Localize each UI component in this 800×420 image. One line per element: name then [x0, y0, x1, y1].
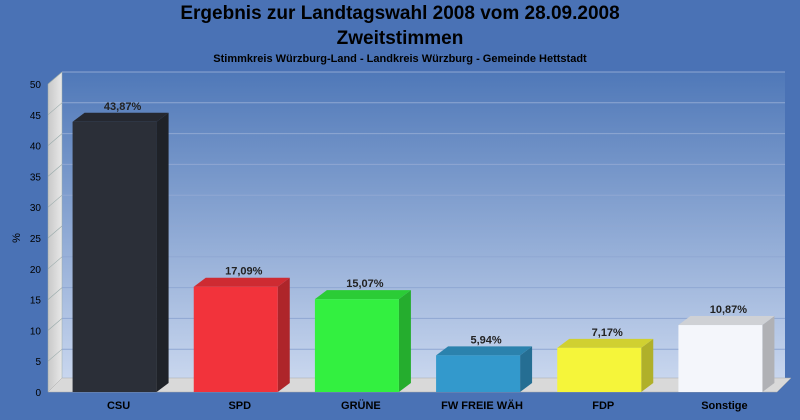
bar-top: [314, 290, 411, 300]
x-tick-label: FW FREIE WÄH: [441, 399, 523, 412]
bar-side: [156, 112, 169, 392]
bar-top: [557, 338, 654, 348]
bar-top: [72, 112, 169, 122]
bar-top: [436, 346, 533, 356]
gridline-side: [47, 225, 63, 239]
x-tick-label: FDP: [592, 400, 614, 412]
gridline-side: [47, 256, 63, 270]
y-tick-label: 0: [35, 388, 41, 399]
gridline-side: [47, 102, 63, 116]
chart-title: Ergebnis zur Landtagswahl 2008 vom 28.09…: [180, 3, 620, 24]
gridline-side: [47, 133, 63, 146]
gridline-side: [47, 348, 63, 362]
data-label: 10,87%: [710, 304, 748, 316]
bar-fw-freie-wäh: [436, 355, 521, 392]
y-tick-label: 10: [30, 326, 42, 337]
gridline-side: [47, 194, 63, 208]
data-label: 43,87%: [104, 101, 142, 113]
bar-side: [398, 290, 411, 392]
y-tick-label: 45: [30, 111, 42, 122]
bar-side: [520, 346, 533, 392]
x-tick-label: SPD: [228, 400, 251, 412]
bar-fdp: [557, 347, 642, 392]
gridline-side: [47, 164, 63, 177]
bar-top: [193, 277, 290, 287]
y-tick-label: 25: [30, 234, 42, 245]
plot-back-wall: [62, 72, 785, 378]
x-tick-label: CSU: [107, 400, 130, 412]
gridline-side: [47, 71, 63, 85]
y-tick-label: 5: [35, 357, 41, 368]
y-tick-label: 30: [30, 203, 42, 214]
y-tick-label: 35: [30, 172, 42, 183]
bar-side: [641, 338, 654, 392]
data-label: 5,94%: [470, 334, 501, 346]
gridline-side: [47, 318, 63, 331]
y-tick-label: 50: [30, 80, 42, 91]
bar-grüne: [314, 299, 399, 392]
y-tick-label: 15: [30, 296, 42, 307]
data-label: 15,07%: [346, 278, 384, 290]
gridline-side: [47, 287, 63, 300]
x-tick-label: Sonstige: [701, 400, 747, 412]
y-tick-label: 20: [30, 265, 42, 276]
bar-spd: [193, 286, 278, 392]
y-axis-label: %: [11, 233, 23, 243]
data-label: 7,17%: [592, 327, 623, 339]
bar-top: [678, 316, 775, 326]
bar-sonstige: [678, 325, 763, 392]
y-tick-label: 40: [30, 142, 42, 153]
x-tick-label: GRÜNE: [341, 399, 381, 412]
bar-side: [277, 277, 290, 392]
bar-csu: [72, 121, 157, 392]
data-label: 17,09%: [225, 266, 263, 278]
chart-title-line2: Zweitstimmen: [336, 28, 464, 49]
bar-side: [762, 316, 775, 392]
chart-subtitle: Stimmkreis Würzburg-Land - Landkreis Wür…: [213, 53, 587, 65]
